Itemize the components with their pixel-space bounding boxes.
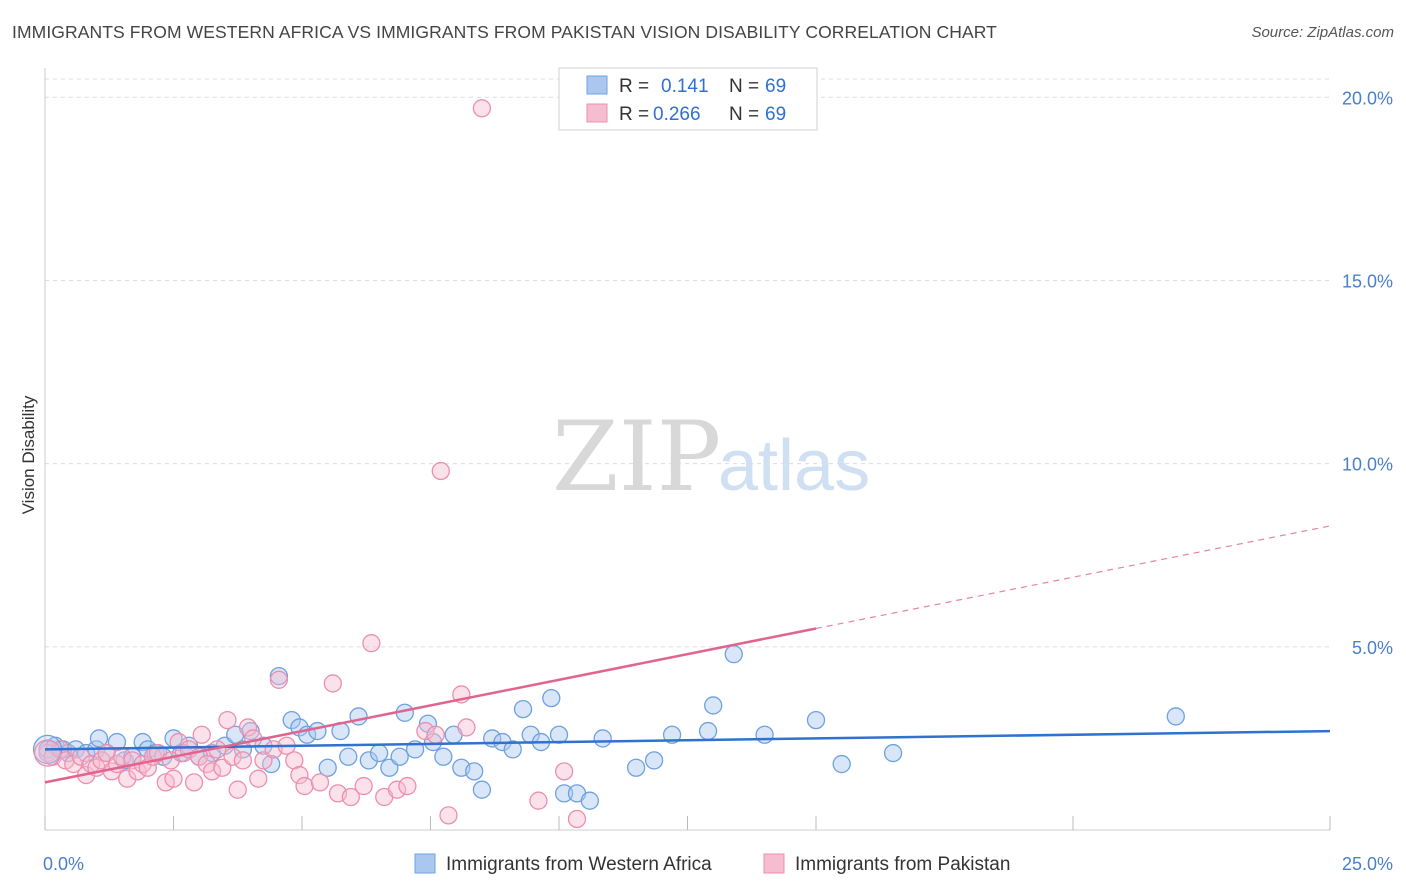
western-africa-point-28 — [282, 710, 301, 730]
pakistan-point-58 — [426, 725, 445, 744]
pakistan-point-31 — [202, 762, 222, 781]
pakistan-point-36 — [228, 780, 247, 799]
correlation-legend: R = 0.141 N = 69 R = 0.266 N = 69 — [558, 67, 818, 131]
pakistan-point-56 — [398, 776, 417, 796]
western-africa-point-64 — [698, 721, 718, 741]
pakistan-point-35 — [223, 747, 242, 766]
source-label: Source: ZipAtlas.com — [1251, 24, 1394, 41]
western-africa-point-51 — [503, 740, 522, 759]
western-africa-point-60 — [593, 729, 612, 748]
western-africa-point-68 — [806, 710, 826, 730]
x-tick-label-1: 25.0% — [1342, 854, 1393, 874]
pakistan-point-51 — [341, 787, 360, 807]
western-africa-point-55 — [542, 688, 561, 708]
chart-title: IMMIGRANTS FROM WESTERN AFRICA VS IMMIGR… — [12, 22, 997, 42]
western-africa-point-59 — [580, 791, 599, 810]
watermark-atlas: atlas — [718, 426, 870, 506]
tick-labels: 5.0% 10.0% 15.0% 20.0% 0.0% 25.0% — [43, 88, 1393, 874]
watermark: ZIP atlas — [552, 401, 870, 513]
pakistan-point-34 — [218, 710, 237, 730]
legend-swatch-pakistan — [586, 103, 608, 123]
trend-lines — [44, 525, 1331, 784]
western-africa-point-35 — [349, 707, 368, 726]
y-tick-label-1: 10.0% — [1342, 455, 1393, 475]
pakistan-trend-extension — [815, 525, 1331, 630]
western-africa-point-57 — [554, 784, 574, 803]
western-africa-point-67 — [755, 725, 774, 744]
pakistan-point-55 — [387, 780, 407, 799]
western-africa-point-63 — [662, 725, 682, 744]
western-africa-point-70 — [883, 743, 903, 763]
western-africa-point-66 — [724, 645, 743, 664]
pakistan-point-23 — [164, 769, 183, 788]
pakistan-point-46 — [290, 765, 309, 785]
western-africa-point-7 — [89, 729, 109, 748]
series-legend-label-pakistan: Immigrants from Pakistan — [795, 854, 1010, 875]
western-africa-point-36 — [359, 751, 378, 770]
series-legend-swatch-pakistan — [763, 853, 785, 874]
legend-n-value-1: 69 — [765, 76, 786, 97]
pakistan-point-65 — [554, 762, 574, 781]
y-axis-title: Vision Disability — [19, 395, 38, 514]
western-africa-point-31 — [308, 721, 327, 741]
western-africa-point-52 — [513, 699, 533, 719]
pakistan-point-52 — [354, 776, 373, 796]
western-africa-point-47 — [465, 762, 484, 781]
legend-swatch-western-africa — [586, 75, 608, 95]
legend-n-label-1: N = — [729, 76, 759, 97]
pakistan-point-60 — [439, 806, 458, 825]
watermark-zip: ZIP — [552, 401, 721, 513]
western-africa-point-39 — [390, 747, 409, 766]
pakistan-point-59 — [431, 461, 450, 481]
western-africa-point-56 — [549, 725, 569, 744]
x-tick-label-0: 0.0% — [43, 854, 84, 874]
pakistan-point-57 — [416, 721, 435, 741]
series-legend-swatch-western-africa — [414, 853, 436, 874]
western-africa-point-65 — [704, 696, 723, 715]
legend-n-label-2: N = — [729, 104, 759, 125]
pakistan-trend-line — [44, 627, 817, 784]
pakistan-point-37 — [233, 751, 253, 770]
pakistan-point-4 — [64, 754, 83, 774]
legend-r-value-1: 0.141 — [661, 76, 709, 97]
pakistan-point-27 — [184, 773, 204, 792]
pakistan-point-63 — [472, 99, 492, 118]
western-africa-point-69 — [832, 754, 851, 774]
western-africa-point-37 — [369, 743, 389, 763]
pakistan-point-53 — [362, 634, 381, 653]
pakistan-cluster-point — [33, 739, 62, 767]
pakistan-point-49 — [323, 674, 342, 693]
pakistan-point-40 — [249, 769, 268, 788]
pakistan-point-29 — [192, 725, 211, 744]
pakistan-point-62 — [457, 718, 476, 737]
western-africa-point-44 — [434, 747, 453, 766]
pakistan-point-48 — [310, 773, 330, 792]
western-africa-point-71 — [1166, 707, 1185, 726]
western-africa-point-34 — [339, 747, 358, 766]
y-tick-label-2: 15.0% — [1342, 271, 1393, 291]
western-africa-point-48 — [472, 780, 492, 799]
grid-lines — [45, 78, 1330, 648]
western-africa-point-32 — [318, 758, 337, 777]
pakistan-point-38 — [238, 718, 258, 737]
legend-r-value-2: 0.266 — [653, 104, 701, 125]
y-tick-label-3: 20.0% — [1342, 88, 1393, 108]
pakistan-point-64 — [529, 791, 548, 810]
series-legend: Immigrants from Western Africa Immigrant… — [414, 853, 1010, 875]
pakistan-point-47 — [295, 776, 314, 796]
western-africa-trend-line — [44, 729, 1331, 751]
pakistan-point-43 — [269, 670, 289, 689]
pakistan-point-14 — [118, 769, 137, 788]
legend-r-label-1: R = — [619, 76, 649, 97]
western-africa-point-62 — [644, 751, 664, 770]
western-africa-point-61 — [626, 758, 646, 777]
pakistan-point-66 — [567, 809, 587, 829]
series-legend-label-western-africa: Immigrants from Western Africa — [446, 854, 712, 875]
legend-r-label-2: R = — [619, 104, 649, 125]
y-tick-label-0: 5.0% — [1352, 638, 1393, 658]
legend-n-value-2: 69 — [765, 104, 786, 125]
axes — [44, 68, 1331, 831]
